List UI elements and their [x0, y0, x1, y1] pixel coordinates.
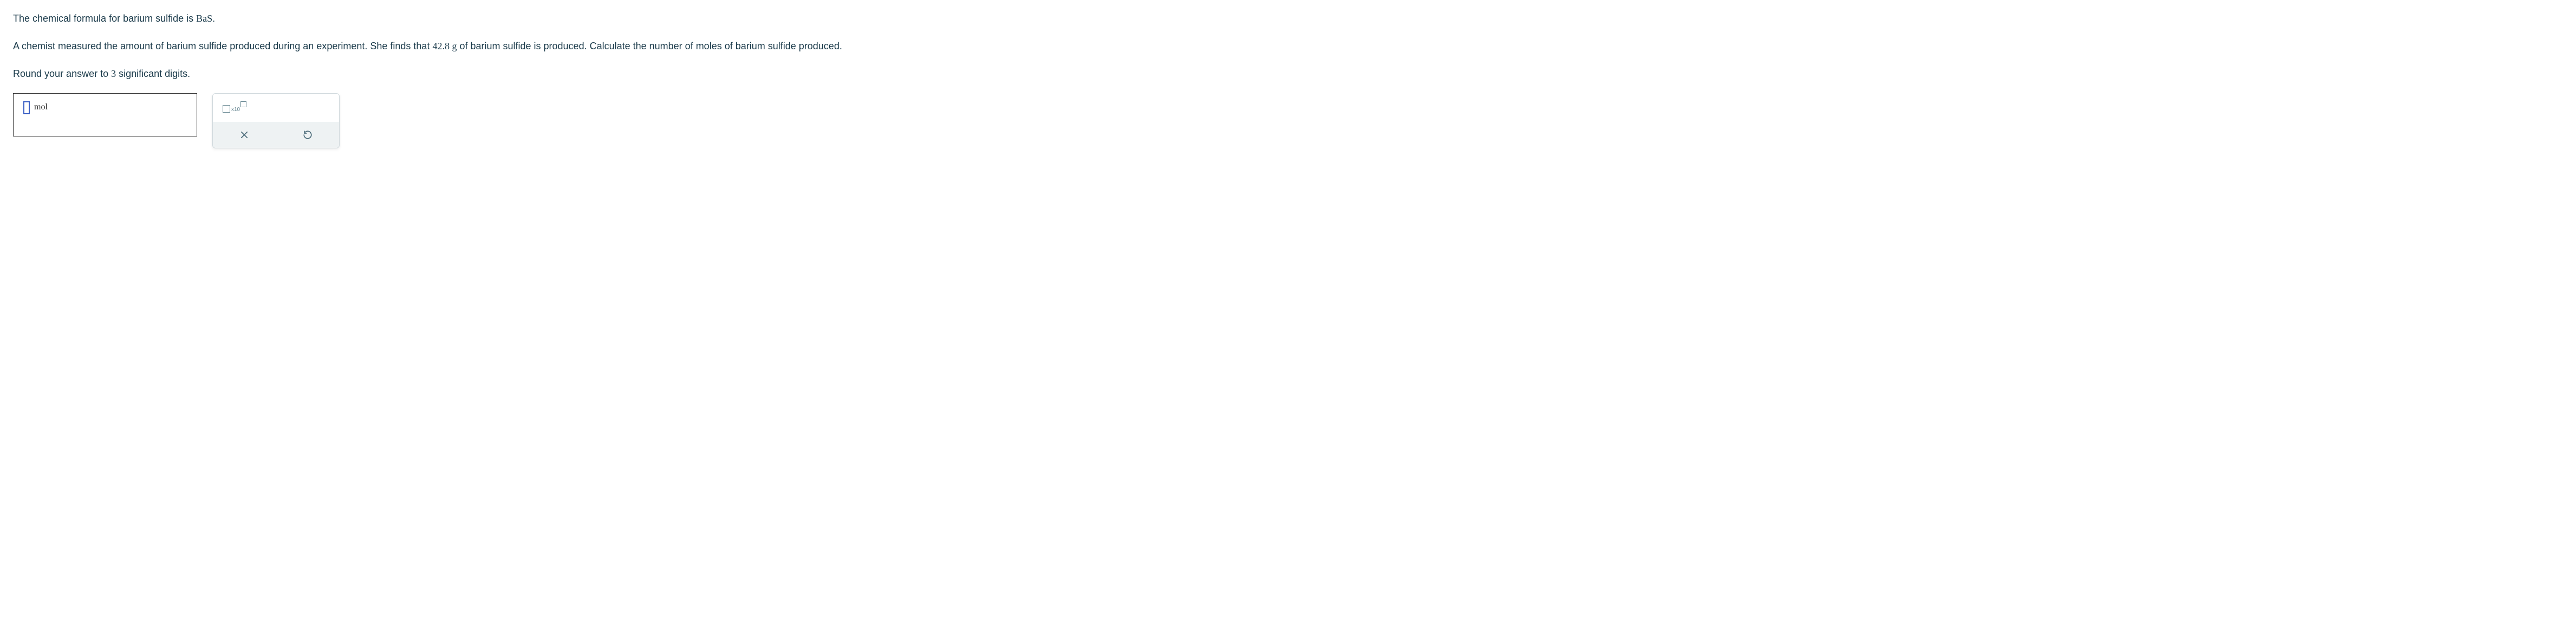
- close-icon: [239, 130, 249, 140]
- reset-button[interactable]: [276, 122, 340, 148]
- chemical-formula: BaS: [196, 13, 212, 24]
- text-segment: Round your answer to: [13, 68, 111, 79]
- sig-digits: 3: [111, 68, 116, 79]
- text-segment: The chemical formula for barium sulfide …: [13, 13, 196, 24]
- mass-value: 42.8: [432, 41, 450, 51]
- answer-box: mol: [13, 93, 197, 136]
- mantissa-box-icon: [223, 105, 230, 113]
- text-segment: A chemist measured the amount of barium …: [13, 41, 432, 51]
- text-segment: .: [212, 13, 215, 24]
- tool-top-row: x10: [213, 94, 339, 122]
- tool-bottom-row: [213, 122, 339, 148]
- x10-label: x10: [231, 107, 240, 113]
- text-segment: significant digits.: [116, 68, 190, 79]
- answer-area: mol x10: [13, 93, 2563, 148]
- unit-label: mol: [34, 101, 48, 112]
- question-text: The chemical formula for barium sulfide …: [13, 11, 2563, 81]
- question-line-2: A chemist measured the amount of barium …: [13, 38, 2563, 54]
- clear-button[interactable]: [213, 122, 276, 148]
- scientific-notation-button[interactable]: x10: [223, 101, 246, 113]
- exponent-box-icon: [240, 101, 246, 107]
- question-line-3: Round your answer to 3 significant digit…: [13, 66, 2563, 82]
- undo-icon: [303, 130, 313, 140]
- answer-input[interactable]: [23, 101, 30, 114]
- text-segment: of barium sulfide is produced. Calculate…: [457, 41, 842, 51]
- mass-unit: g: [450, 41, 457, 51]
- tool-panel: x10: [212, 93, 340, 148]
- question-line-1: The chemical formula for barium sulfide …: [13, 11, 2563, 27]
